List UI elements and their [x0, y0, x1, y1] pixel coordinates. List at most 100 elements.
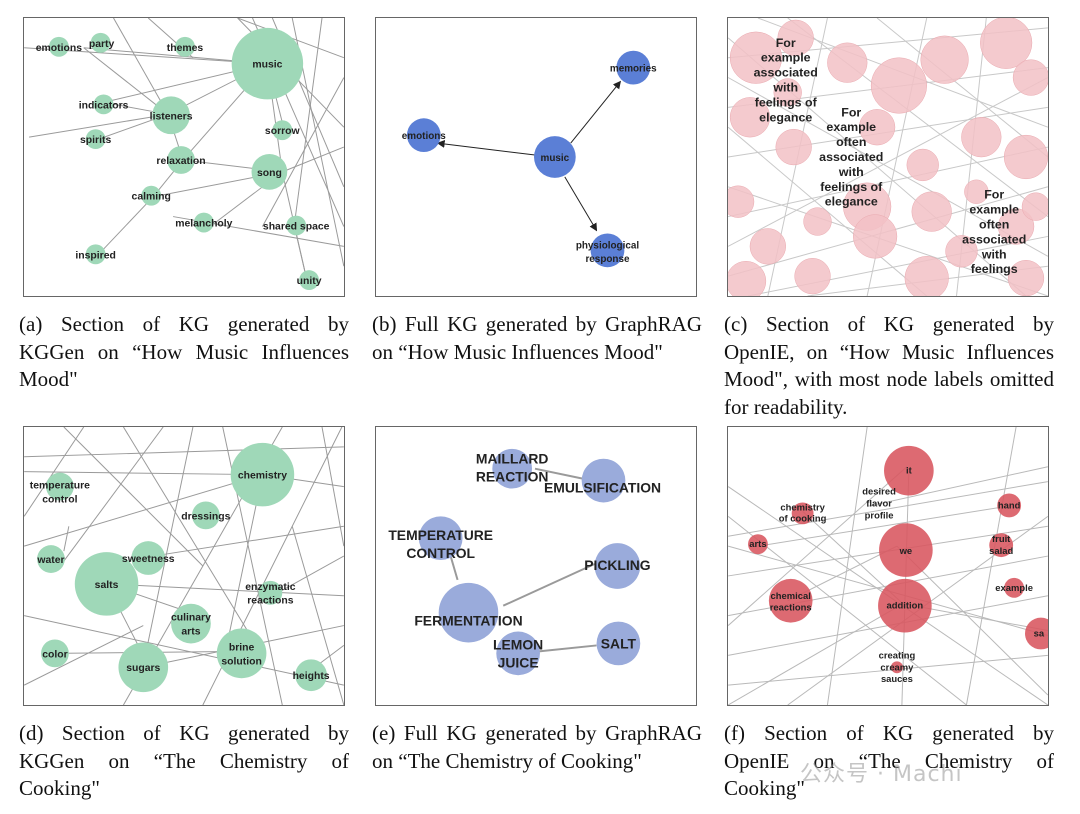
- panel-a-kggen-music: emotions party themes music indicators l…: [23, 17, 345, 297]
- node-label: indicators: [79, 100, 129, 111]
- svg-text:For: For: [984, 188, 1004, 202]
- node-label: sugars: [126, 663, 160, 674]
- svg-text:reactions: reactions: [770, 602, 812, 613]
- svg-text:enzymatic: enzymatic: [245, 582, 296, 593]
- svg-text:For: For: [776, 36, 796, 50]
- node-label: melancholy: [175, 219, 232, 230]
- svg-text:of cooking: of cooking: [779, 512, 827, 523]
- svg-text:elegance: elegance: [825, 195, 878, 209]
- node-label: heights: [293, 671, 330, 682]
- node-label: response: [585, 254, 630, 265]
- node-label: sweetness: [122, 554, 175, 565]
- node-label: PICKLING: [584, 557, 650, 573]
- node-label: listeners: [150, 111, 193, 122]
- node-label: dressings: [181, 511, 230, 522]
- svg-text:temperature: temperature: [30, 481, 90, 492]
- node-label: music: [252, 60, 282, 71]
- caption-f: (f) Section of KG generated by OpenIE on…: [724, 721, 1054, 800]
- panel-d-kggen-cooking: temperature control chemistry dressings w…: [23, 426, 345, 706]
- panel-c-openie-music: For example associated with feelings of eleg…: [727, 17, 1049, 297]
- graph-d: temperature control chemistry dressings w…: [24, 427, 344, 705]
- svg-text:with: with: [772, 80, 798, 94]
- graph-e: MAILLARD REACTION EMULSIFICATION TEMPERAT…: [388, 448, 661, 676]
- svg-text:CONTROL: CONTROL: [406, 545, 475, 561]
- svg-text:profile: profile: [865, 509, 894, 520]
- node-label: sorrow: [265, 126, 301, 137]
- svg-text:For: For: [841, 105, 861, 119]
- node-label: emotions: [36, 43, 82, 54]
- svg-text:chemistry: chemistry: [780, 501, 825, 512]
- svg-text:feelings of: feelings of: [755, 95, 818, 109]
- caption-b: (b) Full KG generated by GraphRAG on “Ho…: [372, 312, 702, 364]
- svg-text:culinary: culinary: [171, 613, 211, 624]
- svg-text:fruit: fruit: [992, 533, 1011, 544]
- node-label: spirits: [80, 135, 111, 146]
- svg-text:example: example: [826, 120, 876, 134]
- svg-text:associated: associated: [754, 66, 818, 80]
- kggen-nodes-a: [48, 27, 320, 291]
- node-label: song: [257, 168, 282, 179]
- node-label: relaxation: [156, 156, 205, 167]
- caption-c: (c) Section of KG generated by OpenIE, o…: [724, 312, 1054, 419]
- node-label: music: [541, 153, 570, 164]
- node-label: sa: [1034, 627, 1045, 638]
- node-label: themes: [167, 43, 204, 54]
- node-label: example: [995, 582, 1033, 593]
- node-label: inspired: [75, 250, 115, 261]
- svg-text:with: with: [981, 247, 1007, 261]
- svg-text:associated: associated: [962, 232, 1026, 246]
- svg-text:example: example: [761, 51, 811, 65]
- node-label: calming: [132, 192, 171, 203]
- panel-f-openie-cooking: it chemistry of cooking desired flavor prof…: [727, 426, 1049, 706]
- panel-b-graphrag-music: memories emotions music physiological re…: [375, 17, 697, 297]
- caption-e: (e) Full KG generated by GraphRAG on “Th…: [372, 721, 702, 773]
- svg-text:brine: brine: [229, 642, 255, 653]
- svg-text:feelings: feelings: [971, 262, 1018, 276]
- node-label: water: [36, 555, 64, 566]
- caption-a: (a) Section of KG generated by KGGen on …: [19, 312, 349, 391]
- svg-text:sauces: sauces: [881, 673, 913, 684]
- node-label: physiological: [576, 240, 640, 251]
- graph-b: memories emotions music physiological re…: [402, 50, 657, 268]
- node-label: chemistry: [238, 471, 287, 482]
- svg-text:control: control: [42, 494, 77, 505]
- svg-text:with: with: [838, 165, 864, 179]
- svg-text:elegance: elegance: [759, 110, 812, 124]
- svg-text:often: often: [836, 135, 866, 149]
- svg-text:solution: solution: [221, 656, 261, 667]
- svg-text:example: example: [969, 203, 1019, 217]
- svg-text:flavor: flavor: [866, 497, 892, 508]
- watermark-text: 公众号 · Machi: [800, 762, 963, 787]
- svg-text:JUICE: JUICE: [498, 654, 539, 670]
- svg-text:chemical: chemical: [771, 590, 811, 601]
- svg-text:MAILLARD: MAILLARD: [476, 451, 549, 467]
- svg-text:LEMON: LEMON: [493, 636, 543, 652]
- node-label: FERMENTATION: [414, 613, 522, 629]
- node-label: salts: [95, 580, 119, 591]
- svg-text:creating: creating: [879, 649, 916, 660]
- panel-e-graphrag-cooking: MAILLARD REACTION EMULSIFICATION TEMPERAT…: [375, 426, 697, 706]
- node-label: emotions: [402, 131, 447, 142]
- node-label: EMULSIFICATION: [544, 480, 661, 496]
- svg-text:desired: desired: [862, 486, 896, 497]
- svg-text:salad: salad: [989, 545, 1013, 556]
- node-label: shared space: [263, 221, 330, 232]
- node-label: addition: [887, 600, 924, 611]
- svg-text:feelings of: feelings of: [820, 180, 883, 194]
- node-label: unity: [297, 276, 322, 287]
- node-label: it: [906, 465, 913, 476]
- caption-d: (d) Section of KG generated by KGGen on …: [19, 721, 349, 800]
- graph-a: emotions party themes music indicators l…: [24, 18, 344, 291]
- node-label: we: [899, 545, 913, 556]
- svg-text:arts: arts: [181, 627, 200, 638]
- node-label: SALT: [601, 635, 637, 651]
- svg-text:often: often: [979, 217, 1009, 231]
- node-label: color: [42, 649, 67, 660]
- node-label: memories: [610, 64, 657, 75]
- svg-text:reactions: reactions: [247, 596, 293, 607]
- svg-text:REACTION: REACTION: [476, 469, 549, 485]
- svg-text:associated: associated: [819, 150, 883, 164]
- node-label: arts: [749, 538, 766, 549]
